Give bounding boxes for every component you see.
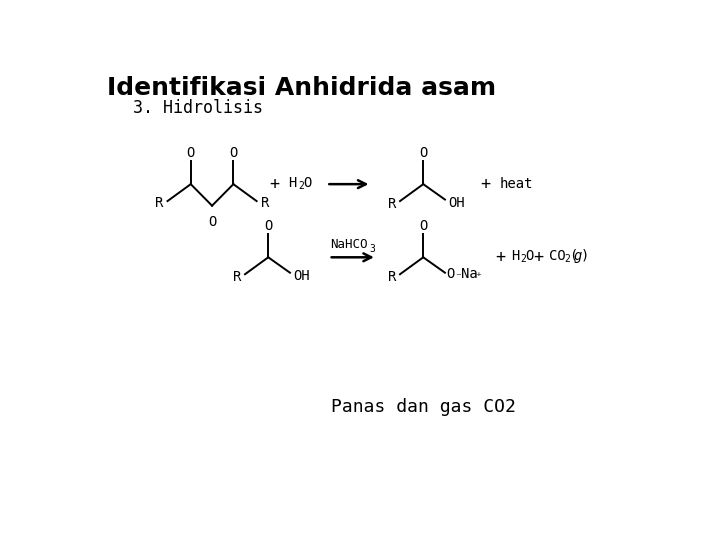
Text: 2: 2 [564,254,570,264]
Text: O: O [525,249,533,263]
Text: 3. Hidrolisis: 3. Hidrolisis [132,99,263,117]
Text: R: R [261,195,269,210]
Text: O: O [419,145,428,159]
Text: ⁻: ⁻ [455,272,461,282]
Text: R: R [233,271,241,285]
Text: R: R [388,197,396,211]
Text: OH: OH [293,269,310,283]
Text: H: H [289,176,297,190]
Text: Panas dan gas CO2: Panas dan gas CO2 [330,399,516,416]
Text: +: + [480,175,490,193]
Text: (: ( [569,249,577,263]
Text: 3: 3 [370,244,376,254]
Text: OH: OH [448,195,465,210]
Text: O: O [446,267,455,281]
Text: +: + [496,248,505,266]
Text: +: + [269,175,279,193]
Text: O: O [208,215,216,229]
Text: heat: heat [499,177,533,191]
Text: CO: CO [549,249,565,263]
Text: O: O [303,176,312,190]
Text: 2: 2 [520,254,526,264]
Text: O: O [264,219,272,233]
Text: Identifikasi Anhidrida asam: Identifikasi Anhidrida asam [107,76,496,100]
Text: NaHCO: NaHCO [330,238,368,251]
Text: Na: Na [462,267,478,281]
Text: 2: 2 [299,181,305,191]
Text: O: O [419,219,428,233]
Text: ⁺: ⁺ [475,272,481,282]
Text: R: R [156,195,163,210]
Text: R: R [388,271,396,285]
Text: H: H [512,249,520,263]
Text: ): ) [580,249,589,263]
Text: O: O [229,145,238,159]
Text: g: g [574,249,582,263]
Text: O: O [186,145,195,159]
Text: +: + [533,248,543,266]
